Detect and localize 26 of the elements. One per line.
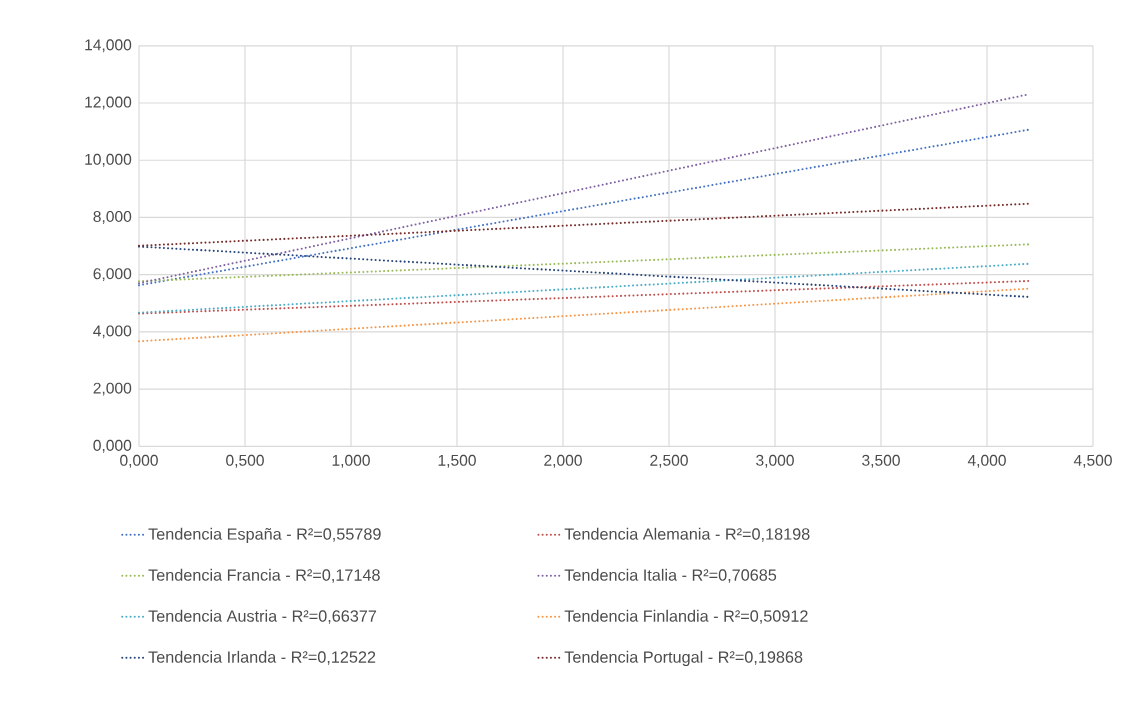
legend-label: Tendencia Italia - R²=0,70685 [564, 568, 777, 583]
y-tick-label: 8,000 [93, 210, 132, 224]
x-tick-label: 4,500 [1073, 454, 1112, 468]
x-tick-label: 0,000 [120, 454, 158, 468]
y-tick-label: 4,000 [93, 325, 132, 339]
legend-label: Tendencia Irlanda - R²=0,12522 [148, 650, 376, 665]
x-tick-label: 0,500 [226, 454, 264, 468]
legend-label: Tendencia Austria - R²=0,66377 [148, 609, 377, 624]
y-tick-label: 10,000 [85, 153, 132, 167]
x-tick-label: 3,500 [862, 454, 900, 468]
legend-label: Tendencia Alemania - R²=0,18198 [564, 527, 810, 542]
y-tick-label: 12,000 [85, 96, 132, 110]
x-tick-label: 2,000 [544, 454, 582, 468]
x-tick-label: 1,500 [438, 454, 476, 468]
x-tick-label: 4,000 [967, 454, 1006, 468]
y-tick-label: 2,000 [93, 382, 132, 396]
y-tick-label: 0,000 [93, 439, 132, 453]
x-tick-label: 2,500 [650, 454, 688, 468]
legend-label: Tendencia España - R²=0,55789 [148, 527, 381, 543]
legend-label: Tendencia Portugal - R²=0,19868 [564, 650, 803, 666]
x-tick-label: 1,000 [332, 454, 370, 468]
legend-label: Tendencia Francia - R²=0,17148 [148, 568, 380, 583]
y-tick-label: 6,000 [93, 268, 132, 281]
legend-label: Tendencia Finlandia - R²=0,50912 [564, 609, 808, 624]
x-tick-label: 3,000 [756, 454, 794, 468]
y-tick-label: 14,000 [85, 39, 132, 53]
